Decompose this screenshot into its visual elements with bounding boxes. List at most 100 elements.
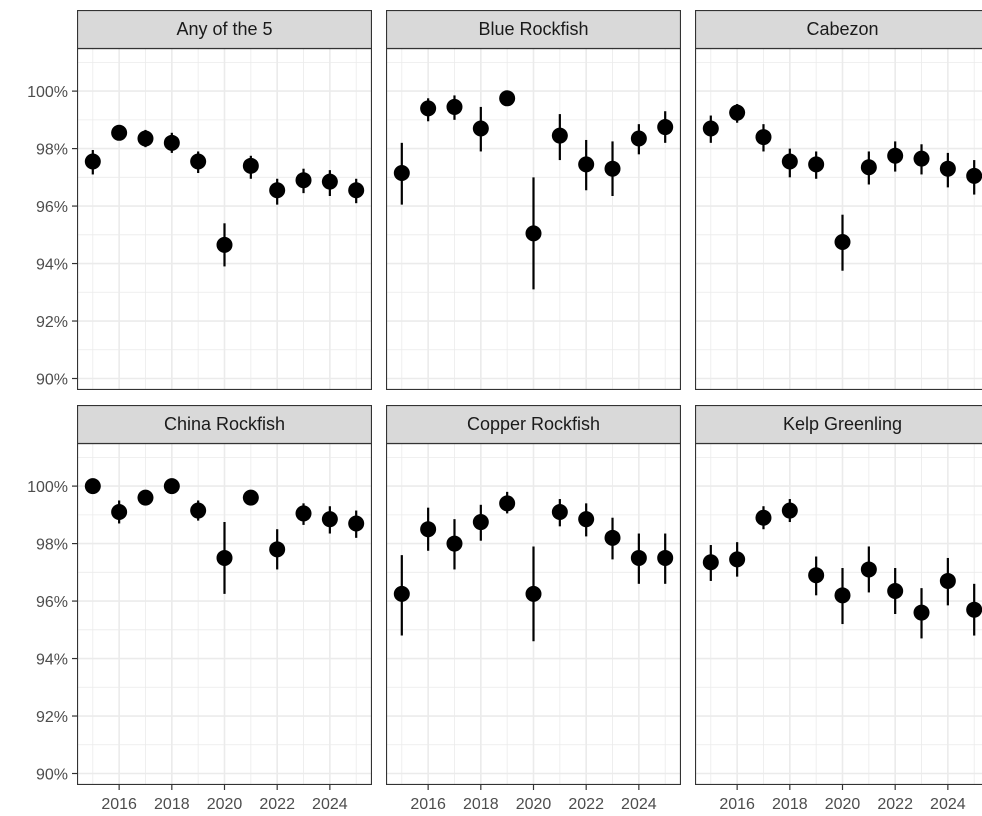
data-point xyxy=(860,561,877,578)
x-tick-label: 2016 xyxy=(410,796,446,813)
data-point xyxy=(604,160,621,177)
y-tick-label: 90% xyxy=(36,372,68,389)
data-point xyxy=(702,554,719,571)
x-tick-label: 2024 xyxy=(930,796,966,813)
y-tick-label: 92% xyxy=(36,709,68,726)
data-point xyxy=(525,225,542,242)
y-tick-label: 96% xyxy=(36,594,68,611)
data-point xyxy=(834,587,851,604)
data-point xyxy=(472,514,489,531)
panel-cabezon: Cabezon xyxy=(695,10,982,390)
panel-title: Any of the 5 xyxy=(176,19,272,39)
y-tick-label: 100% xyxy=(27,84,68,101)
x-tick-label: 2018 xyxy=(154,796,190,813)
data-point xyxy=(808,156,825,173)
panel-title: Copper Rockfish xyxy=(467,414,600,434)
data-point xyxy=(808,567,825,584)
data-point xyxy=(913,604,930,621)
data-point xyxy=(190,502,207,519)
panel-title: Blue Rockfish xyxy=(478,19,588,39)
data-point xyxy=(420,100,437,117)
x-tick-label: 2022 xyxy=(568,796,604,813)
y-tick-label: 98% xyxy=(36,537,68,554)
strip-background xyxy=(695,405,982,445)
strip-background xyxy=(77,10,372,50)
data-point xyxy=(604,529,621,546)
x-tick-label: 2020 xyxy=(207,796,243,813)
data-point xyxy=(163,134,180,151)
data-point xyxy=(269,541,286,558)
data-point xyxy=(630,130,647,147)
data-point xyxy=(242,157,259,174)
x-tick-label: 2020 xyxy=(825,796,861,813)
data-point xyxy=(913,150,930,167)
data-point xyxy=(755,509,772,526)
data-point xyxy=(393,165,410,182)
data-point xyxy=(499,495,516,512)
panel-copper-rockfish: Copper Rockfish xyxy=(386,405,681,785)
panel-any-of-the-5: Any of the 5 xyxy=(77,10,372,390)
y-tick-label: 94% xyxy=(36,257,68,274)
data-point xyxy=(216,236,233,253)
data-point xyxy=(348,515,365,532)
data-point xyxy=(578,511,595,528)
x-tick-label: 2024 xyxy=(312,796,348,813)
panel-kelp-greenling: Kelp Greenling xyxy=(695,405,982,785)
panel-background xyxy=(695,48,982,390)
strip-background xyxy=(386,10,681,50)
panel-blue-rockfish: Blue Rockfish xyxy=(386,10,681,390)
data-point xyxy=(446,98,463,115)
data-point xyxy=(551,127,568,144)
x-tick-label: 2024 xyxy=(621,796,657,813)
data-point xyxy=(111,503,128,520)
strip-background xyxy=(386,405,681,445)
y-tick-label: 100% xyxy=(27,479,68,496)
data-point xyxy=(137,130,154,147)
panel-background xyxy=(695,443,982,785)
data-point xyxy=(578,156,595,173)
data-point xyxy=(887,147,904,164)
panel-title: Cabezon xyxy=(806,19,878,39)
data-point xyxy=(269,182,286,199)
x-tick-label: 2018 xyxy=(772,796,808,813)
data-point xyxy=(630,549,647,566)
data-point xyxy=(348,182,365,199)
data-point xyxy=(446,535,463,552)
data-point xyxy=(393,585,410,602)
data-point xyxy=(966,167,982,184)
data-point xyxy=(781,502,798,519)
data-point xyxy=(657,119,674,136)
x-tick-label: 2022 xyxy=(877,796,913,813)
data-point xyxy=(729,104,746,121)
panel-china-rockfish: China Rockfish xyxy=(77,405,372,785)
data-point xyxy=(190,153,207,170)
data-point xyxy=(321,511,338,528)
data-point xyxy=(860,159,877,176)
data-point xyxy=(887,583,904,600)
data-point xyxy=(702,120,719,137)
data-point xyxy=(295,172,312,189)
data-point xyxy=(163,478,180,495)
data-point xyxy=(966,601,982,618)
x-tick-label: 2016 xyxy=(101,796,137,813)
y-tick-label: 94% xyxy=(36,652,68,669)
x-tick-label: 2020 xyxy=(516,796,552,813)
x-tick-label: 2022 xyxy=(259,796,295,813)
y-tick-label: 98% xyxy=(36,142,68,159)
data-point xyxy=(939,572,956,589)
data-point xyxy=(84,478,101,495)
panel-title: Kelp Greenling xyxy=(783,414,902,434)
data-point xyxy=(242,489,259,506)
data-point xyxy=(137,489,154,506)
y-tick-label: 96% xyxy=(36,199,68,216)
data-point xyxy=(472,120,489,137)
x-tick-label: 2016 xyxy=(719,796,755,813)
data-point xyxy=(216,549,233,566)
data-point xyxy=(755,129,772,146)
data-point xyxy=(834,233,851,250)
x-tick-label: 2018 xyxy=(463,796,499,813)
y-tick-label: 92% xyxy=(36,314,68,331)
data-point xyxy=(657,549,674,566)
y-tick-label: 90% xyxy=(36,767,68,784)
